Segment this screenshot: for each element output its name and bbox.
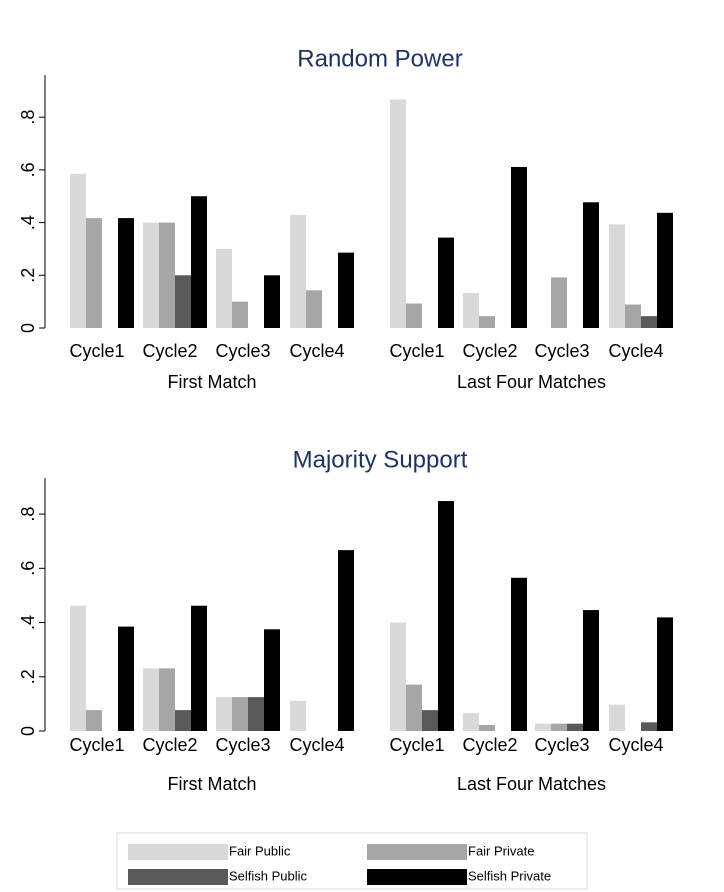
bar: [390, 622, 406, 731]
bar: [406, 684, 422, 731]
bar: [422, 710, 438, 731]
bar: [390, 99, 406, 329]
y-tick-label: .4: [18, 215, 38, 230]
bar: [143, 222, 159, 328]
x-tick-label: Cycle2: [142, 735, 197, 755]
x-tick-label: Cycle1: [69, 341, 124, 361]
bar: [657, 617, 673, 731]
y-tick-label: .8: [18, 507, 38, 522]
bar: [463, 292, 479, 328]
x-tick-label: Cycle2: [142, 341, 197, 361]
bar: [551, 723, 567, 731]
x-tick-label: Cycle4: [608, 735, 663, 755]
x-tick-label: Cycle3: [534, 341, 589, 361]
bar: [511, 166, 527, 328]
bar: [86, 218, 102, 328]
bar: [159, 222, 175, 328]
bar: [479, 316, 495, 328]
y-tick-label: .8: [18, 110, 38, 125]
bar: [625, 304, 641, 328]
bar: [463, 713, 479, 731]
bar: [479, 725, 495, 731]
x-tick-label: Cycle3: [215, 735, 270, 755]
bar: [338, 252, 354, 328]
bar: [290, 700, 306, 731]
group-label: First Match: [167, 774, 256, 794]
bar: [216, 248, 232, 328]
bar: [338, 550, 354, 731]
bar: [641, 316, 657, 328]
chart-title: Majority Support: [293, 446, 468, 473]
x-tick-label: Cycle3: [215, 341, 270, 361]
bar: [264, 275, 280, 328]
bar: [535, 723, 551, 731]
chart-title: Random Power: [297, 45, 462, 72]
bar: [609, 704, 625, 731]
bar: [159, 668, 175, 731]
group-label: Last Four Matches: [457, 774, 606, 794]
bar: [438, 237, 454, 328]
y-tick-label: .2: [18, 669, 38, 684]
x-tick-label: Cycle3: [534, 735, 589, 755]
y-tick-label: .4: [18, 615, 38, 630]
bar: [191, 605, 207, 731]
bar: [175, 275, 191, 328]
bar: [216, 697, 232, 731]
bar: [641, 722, 657, 731]
bar: [406, 303, 422, 328]
bar: [583, 202, 599, 328]
x-tick-label: Cycle4: [289, 341, 344, 361]
x-tick-label: Cycle4: [289, 735, 344, 755]
bar: [551, 277, 567, 328]
bar: [86, 710, 102, 731]
bar: [143, 668, 159, 731]
bar: [70, 605, 86, 731]
group-label: Last Four Matches: [457, 372, 606, 392]
x-tick-label: Cycle2: [462, 735, 517, 755]
legend-swatch: [128, 844, 228, 860]
bar: [290, 214, 306, 328]
bar: [657, 212, 673, 328]
legend-swatch: [128, 869, 228, 885]
legend-label: Selfish Private: [468, 868, 551, 883]
y-tick-label: .6: [18, 162, 38, 177]
bar: [118, 626, 134, 731]
x-tick-label: Cycle1: [69, 735, 124, 755]
bar: [175, 710, 191, 731]
x-tick-label: Cycle1: [389, 735, 444, 755]
bar: [248, 697, 264, 731]
bar: [609, 224, 625, 328]
bar: [70, 173, 86, 328]
legend-label: Fair Public: [229, 843, 291, 858]
x-tick-label: Cycle4: [608, 341, 663, 361]
bar: [232, 301, 248, 328]
y-tick-label: 0: [18, 726, 38, 736]
bar: [232, 697, 248, 731]
bar: [306, 290, 322, 328]
bar: [583, 610, 599, 731]
bar: [567, 723, 583, 731]
bar: [511, 577, 527, 731]
bar: [264, 629, 280, 731]
legend-swatch: [367, 844, 467, 860]
legend-label: Fair Private: [468, 843, 534, 858]
x-tick-label: Cycle1: [389, 341, 444, 361]
bar: [191, 196, 207, 328]
legend-swatch: [367, 869, 467, 885]
bar: [438, 501, 454, 731]
bar: [118, 218, 134, 328]
group-label: First Match: [167, 372, 256, 392]
x-tick-label: Cycle2: [462, 341, 517, 361]
y-tick-label: .2: [18, 268, 38, 283]
legend-label: Selfish Public: [229, 868, 308, 883]
y-tick-label: 0: [18, 323, 38, 333]
y-tick-label: .6: [18, 561, 38, 576]
